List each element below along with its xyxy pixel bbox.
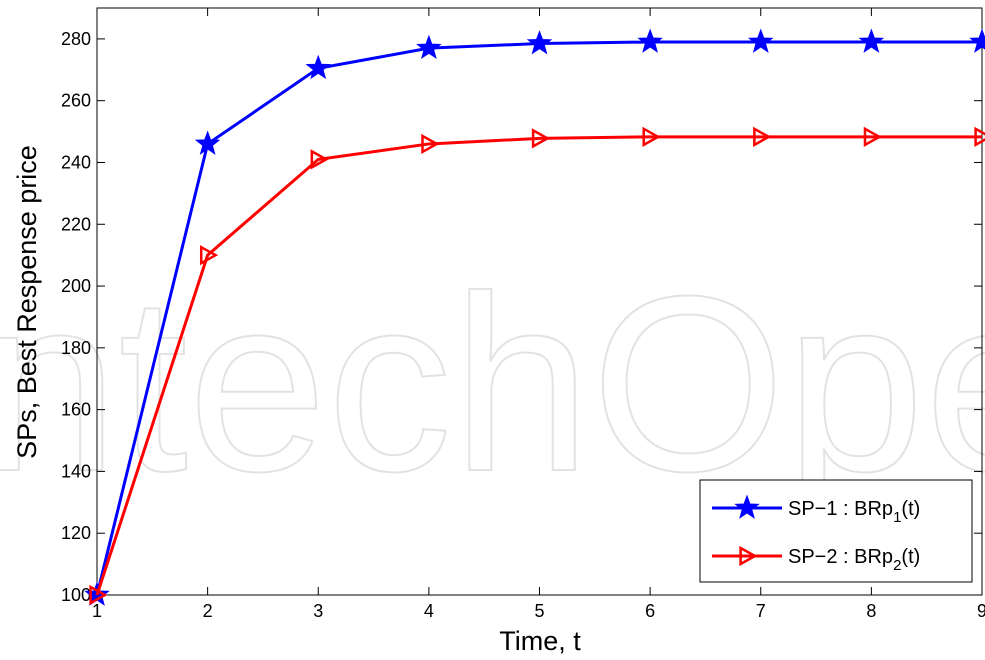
x-axis-title: Time, t bbox=[499, 626, 581, 656]
data-point bbox=[969, 28, 985, 53]
y-tick-label: 200 bbox=[61, 276, 91, 296]
data-point bbox=[642, 126, 661, 147]
legend-entry-1: SP−1 : BRp1(t) bbox=[712, 494, 920, 526]
y-axis: 100 120 140 160 180 200 220 240 260 280 bbox=[61, 29, 982, 605]
y-axis-title: SPs, Best Respense price bbox=[12, 145, 42, 459]
x-tick-label: 2 bbox=[203, 601, 213, 621]
data-point bbox=[974, 126, 985, 147]
y-tick-label: 260 bbox=[61, 91, 91, 111]
x-tick-label: 7 bbox=[756, 601, 766, 621]
legend-label: SP−1 : BRp1(t) bbox=[788, 498, 920, 526]
x-tick-label: 4 bbox=[424, 601, 434, 621]
y-tick-label: 240 bbox=[61, 152, 91, 172]
data-point bbox=[858, 28, 885, 53]
y-tick-label: 220 bbox=[61, 214, 91, 234]
x-tick-label: 8 bbox=[866, 601, 876, 621]
data-point bbox=[863, 126, 882, 147]
series-2 bbox=[89, 126, 985, 606]
x-tick-label: 1 bbox=[92, 601, 102, 621]
data-point bbox=[416, 34, 442, 60]
y-tick-label: 100 bbox=[61, 585, 91, 605]
series-layer bbox=[84, 28, 985, 606]
series-2-line bbox=[95, 135, 982, 596]
data-point bbox=[194, 130, 221, 155]
y-tick-label: 280 bbox=[61, 29, 91, 49]
x-tick-label: 3 bbox=[313, 601, 323, 621]
x-tick-label: 6 bbox=[645, 601, 655, 621]
y-tick-label: 160 bbox=[61, 400, 91, 420]
data-point bbox=[526, 30, 553, 55]
legend-marker bbox=[739, 545, 758, 567]
legend-label: SP−2 : BRp2(t) bbox=[788, 546, 920, 574]
x-axis: 1 2 3 4 5 6 7 8 9 bbox=[92, 8, 985, 621]
data-point bbox=[199, 245, 219, 266]
data-point bbox=[89, 584, 108, 606]
y-tick-label: 120 bbox=[61, 523, 91, 543]
data-point bbox=[531, 128, 551, 149]
data-point bbox=[747, 28, 774, 53]
data-point bbox=[753, 126, 772, 147]
legend-box bbox=[699, 479, 973, 583]
data-point bbox=[310, 149, 329, 170]
y-tick-label: 180 bbox=[61, 338, 91, 358]
x-tick-label: 5 bbox=[534, 601, 544, 621]
y-tick-label: 140 bbox=[61, 461, 91, 481]
data-point bbox=[305, 54, 332, 80]
watermark: IntechOpen bbox=[0, 244, 985, 523]
legend-entry-2: SP−2 : BRp2(t) bbox=[712, 545, 920, 574]
data-point bbox=[421, 133, 440, 155]
legend: SP−1 : BRp1(t) SP−2 : BRp2(t) bbox=[699, 479, 973, 583]
x-tick-label: 9 bbox=[977, 601, 985, 621]
legend-marker bbox=[734, 494, 760, 519]
data-point bbox=[637, 28, 663, 53]
